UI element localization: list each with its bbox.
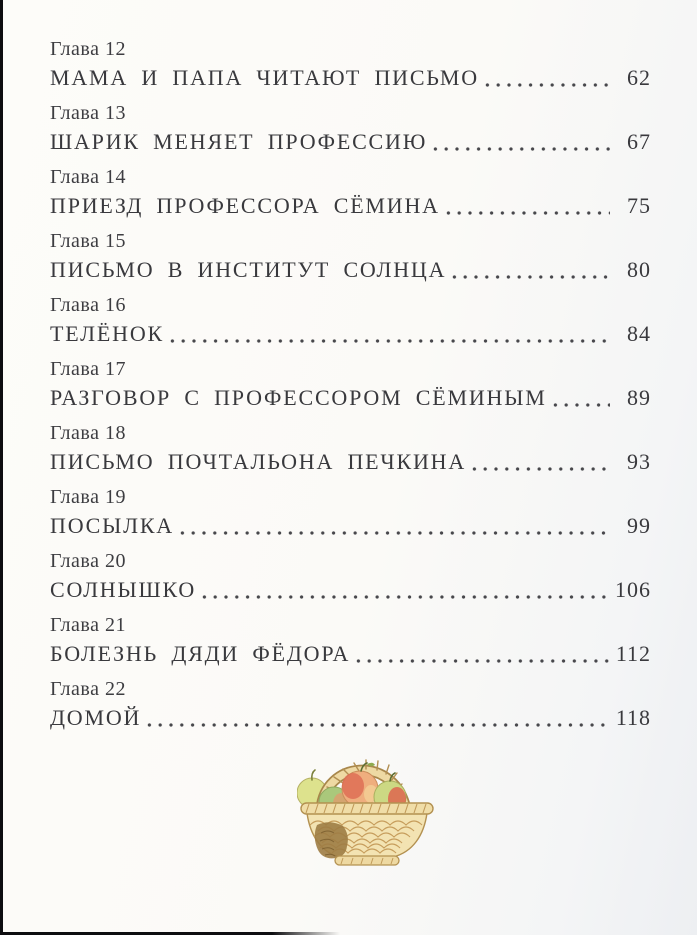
toc-entry: Глава 22 ДОМОЙ 118 xyxy=(50,676,651,733)
chapter-label: Глава 19 xyxy=(50,486,126,508)
chapter-label: Глава 14 xyxy=(50,166,126,188)
toc-entry: Глава 18 ПИСЬМО ПОЧТАЛЬОНА ПЕЧКИНА 93 xyxy=(50,420,651,477)
chapter-title: СОЛНЫШКО xyxy=(50,577,197,602)
chapter-title: ДОМОЙ xyxy=(50,705,142,730)
toc-entry: Глава 13 ШАРИК МЕНЯЕТ ПРОФЕССИЮ 67 xyxy=(50,100,651,157)
title-row: ТЕЛЁНОК 84 xyxy=(50,319,651,349)
chapter-label: Глава 16 xyxy=(50,294,126,316)
apple-basket-illustration xyxy=(296,751,437,875)
title-row: БОЛЕЗНЬ ДЯДИ ФЁДОРА 112 xyxy=(50,639,651,669)
page-number: 84 xyxy=(627,321,651,346)
dot-leader xyxy=(177,531,610,535)
page-number: 93 xyxy=(627,449,651,474)
chapter-title: БОЛЕЗНЬ ДЯДИ ФЁДОРА xyxy=(50,641,351,666)
dot-leader xyxy=(481,83,610,87)
scan-edge-bottom xyxy=(0,932,340,935)
page-number: 75 xyxy=(627,193,651,218)
dot-leader xyxy=(199,595,610,599)
table-of-contents: Глава 12 МАМА И ПАПА ЧИТАЮТ ПИСЬМО 62 Гл… xyxy=(50,36,651,740)
dot-leader xyxy=(449,275,610,279)
title-row: МАМА И ПАПА ЧИТАЮТ ПИСЬМО 62 xyxy=(50,63,651,93)
toc-entry: Глава 20 СОЛНЫШКО 106 xyxy=(50,548,651,605)
page-number: 112 xyxy=(615,641,651,666)
toc-entry: Глава 15 ПИСЬМО В ИНСТИТУТ СОЛНЦА 80 xyxy=(50,228,651,285)
toc-entry: Глава 14 ПРИЕЗД ПРОФЕССОРА СЁМИНА 75 xyxy=(50,164,651,221)
chapter-label: Глава 15 xyxy=(50,230,126,252)
chapter-label: Глава 12 xyxy=(50,38,126,60)
title-row: ПИСЬМО В ИНСТИТУТ СОЛНЦА 80 xyxy=(50,255,651,285)
chapter-title: ПИСЬМО В ИНСТИТУТ СОЛНЦА xyxy=(50,257,447,282)
chapter-label: Глава 21 xyxy=(50,614,126,636)
chapter-label: Глава 13 xyxy=(50,102,126,124)
toc-entry: Глава 12 МАМА И ПАПА ЧИТАЮТ ПИСЬМО 62 xyxy=(50,36,651,93)
apple-basket-svg xyxy=(296,759,434,866)
page-number: 118 xyxy=(615,705,651,730)
page-number: 62 xyxy=(627,65,651,90)
dot-leader xyxy=(144,723,610,727)
dot-leader xyxy=(167,339,610,343)
dot-leader xyxy=(353,659,610,663)
chapter-label: Глава 18 xyxy=(50,422,126,444)
basket-patch xyxy=(314,822,348,859)
chapter-title: МАМА И ПАПА ЧИТАЮТ ПИСЬМО xyxy=(50,65,479,90)
title-row: ПИСЬМО ПОЧТАЛЬОНА ПЕЧКИНА 93 xyxy=(50,447,651,477)
toc-entry: Глава 21 БОЛЕЗНЬ ДЯДИ ФЁДОРА 112 xyxy=(50,612,651,669)
page-number: 99 xyxy=(627,513,651,538)
title-row: СОЛНЫШКО 106 xyxy=(50,575,651,605)
page-number: 89 xyxy=(627,385,651,410)
title-row: ПОСЫЛКА 99 xyxy=(50,511,651,541)
dot-leader xyxy=(430,147,610,151)
dot-leader xyxy=(442,211,610,215)
title-row: ДОМОЙ 118 xyxy=(50,703,651,733)
chapter-title: ТЕЛЁНОК xyxy=(50,321,164,346)
dot-leader xyxy=(549,403,610,407)
title-row: ПРИЕЗД ПРОФЕССОРА СЁМИНА 75 xyxy=(50,191,651,221)
chapter-title: ПРИЕЗД ПРОФЕССОРА СЁМИНА xyxy=(50,193,440,218)
page-number: 80 xyxy=(627,257,651,282)
basket-rim xyxy=(300,802,434,815)
title-row: ШАРИК МЕНЯЕТ ПРОФЕССИЮ 67 xyxy=(50,127,651,157)
chapter-title: ШАРИК МЕНЯЕТ ПРОФЕССИЮ xyxy=(50,129,428,154)
scan-edge-left xyxy=(0,0,3,935)
dot-leader xyxy=(469,467,610,471)
toc-entry: Глава 17 РАЗГОВОР С ПРОФЕССОРОМ СЁМИНЫМ … xyxy=(50,356,651,413)
chapter-title: ПОСЫЛКА xyxy=(50,513,174,538)
chapter-label: Глава 22 xyxy=(50,678,126,700)
chapter-title: РАЗГОВОР С ПРОФЕССОРОМ СЁМИНЫМ xyxy=(50,385,547,410)
basket-base xyxy=(334,855,400,866)
title-row: РАЗГОВОР С ПРОФЕССОРОМ СЁМИНЫМ 89 xyxy=(50,383,651,413)
chapter-label: Глава 17 xyxy=(50,358,126,380)
page-number: 106 xyxy=(615,577,651,602)
chapter-label: Глава 20 xyxy=(50,550,126,572)
toc-entry: Глава 19 ПОСЫЛКА 99 xyxy=(50,484,651,541)
page-number: 67 xyxy=(627,129,651,154)
chapter-title: ПИСЬМО ПОЧТАЛЬОНА ПЕЧКИНА xyxy=(50,449,467,474)
toc-entry: Глава 16 ТЕЛЁНОК 84 xyxy=(50,292,651,349)
